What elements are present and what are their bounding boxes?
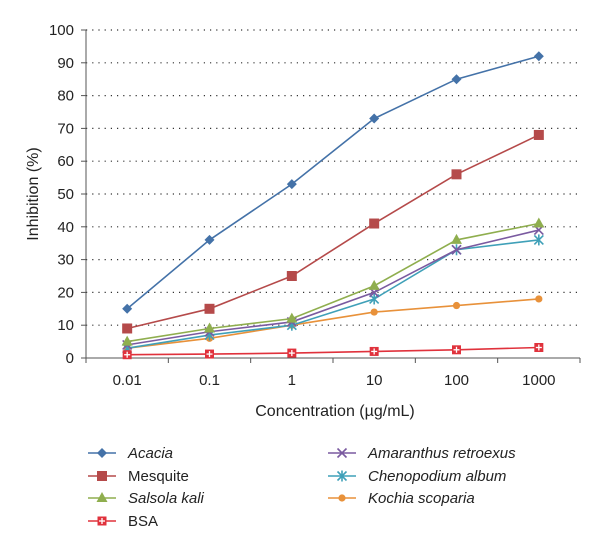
legend-label: BSA — [128, 513, 158, 530]
data-point — [452, 301, 461, 310]
series-amaranthus-retroexus — [122, 225, 544, 350]
series-line — [127, 222, 539, 343]
y-tick-label: 30 — [57, 252, 74, 269]
x-tick-label: 0.1 — [199, 372, 220, 389]
x-tick-label: 1000 — [522, 372, 555, 389]
series-line — [127, 239, 539, 349]
data-point — [204, 322, 215, 333]
data-point — [122, 350, 132, 360]
data-point — [369, 346, 379, 356]
legend-marker — [96, 492, 108, 502]
data-point — [451, 244, 462, 255]
data-point — [451, 169, 462, 180]
legend-item: Chenopodium album — [328, 468, 506, 485]
data-point — [370, 308, 378, 316]
legend-label: Amaranthus retroexus — [367, 445, 516, 462]
x-tick-label: 10 — [366, 372, 383, 389]
data-point — [451, 74, 462, 85]
legend-label: Kochia scoparia — [368, 490, 475, 507]
tick-labels: 0 10 20 30 40 50 60 70 80 90 100 0.01 0.1 1 10 100 1000 — [49, 22, 556, 389]
data-point — [533, 234, 544, 246]
legend-label: Salsola kali — [128, 490, 205, 507]
data-point — [533, 217, 545, 228]
data-point — [452, 345, 461, 355]
y-tick-label: 90 — [57, 55, 74, 72]
data-point — [286, 312, 298, 323]
legend-label: Chenopodium album — [368, 468, 506, 485]
legend-item: Salsola kali — [88, 490, 205, 507]
data-point — [205, 349, 214, 359]
legend-item: Mesquite — [88, 468, 189, 485]
legend-label: Mesquite — [128, 468, 189, 485]
series-line — [127, 346, 539, 356]
data-point — [535, 295, 543, 303]
x-tick-label: 0.01 — [113, 372, 142, 389]
series-mesquite — [122, 129, 544, 334]
legend-label: Acacia — [127, 445, 173, 462]
series-acacia — [122, 51, 544, 314]
series-lines — [121, 51, 545, 360]
series-bsa — [122, 343, 544, 360]
data-point — [533, 129, 544, 140]
legend-item: BSA — [88, 513, 158, 530]
data-point — [534, 343, 544, 353]
y-axis-title: Inhibition (%) — [25, 147, 42, 240]
y-tick-label: 10 — [57, 317, 74, 334]
series-line — [126, 134, 540, 330]
x-tick-label: 100 — [444, 372, 469, 389]
y-tick-label: 100 — [49, 22, 74, 39]
data-point — [369, 218, 380, 229]
data-point — [122, 323, 133, 334]
data-point — [122, 303, 133, 314]
legend-marker — [338, 494, 346, 502]
data-point — [287, 348, 297, 358]
data-point — [286, 179, 297, 190]
series-salsola-kali — [121, 217, 545, 346]
data-point — [286, 271, 297, 281]
x-axis-title: Concentration (µg/mL) — [255, 403, 415, 420]
legend-item: Kochia scoparia — [328, 490, 475, 507]
data-point — [121, 335, 133, 346]
legend-marker — [336, 470, 348, 482]
legend: Acacia Mesquite Salsola kali BSA Amaranthus … — [88, 445, 516, 530]
series-line — [126, 55, 540, 310]
y-tick-label: 40 — [57, 219, 74, 236]
x-tick-label: 1 — [288, 372, 296, 389]
y-tick-label: 60 — [57, 153, 74, 170]
y-tick-label: 20 — [57, 284, 74, 301]
y-tick-label: 50 — [57, 186, 74, 203]
series-line — [127, 229, 540, 346]
y-tick-label: 0 — [66, 350, 74, 367]
data-point — [451, 233, 462, 244]
legend-item: Acacia — [88, 445, 173, 462]
series-line — [127, 298, 539, 349]
data-point — [204, 234, 215, 245]
axes — [81, 29, 581, 363]
legend-item: Amaranthus retroexus — [328, 445, 516, 462]
legend-marker — [97, 471, 107, 481]
legend-marker — [97, 448, 107, 458]
data-point — [368, 279, 380, 290]
series-kochia-scoparia — [123, 295, 543, 352]
data-point — [369, 113, 380, 124]
y-tick-label: 80 — [57, 88, 74, 105]
data-point — [204, 303, 215, 314]
data-point — [533, 51, 544, 62]
legend-marker — [336, 447, 348, 459]
y-tick-label: 70 — [57, 120, 74, 137]
legend-marker — [97, 516, 107, 526]
